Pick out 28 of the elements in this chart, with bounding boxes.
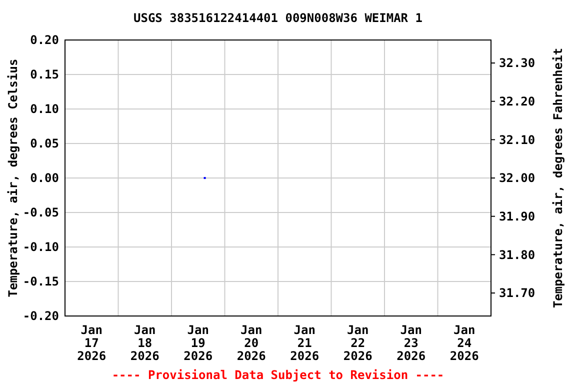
y-tick-label: -0.10 [22,240,59,254]
y2-tick-label: 32.30 [499,56,536,70]
y-tick-label: -0.15 [22,274,59,289]
x-tick-label: Jan 21 2026 [290,323,320,363]
x-tick-label: Jan 23 2026 [396,323,426,363]
y-tick-label: -0.05 [22,206,59,220]
x-tick-label: Jan 17 2026 [77,323,106,363]
x-tick-label: Jan 22 2026 [343,323,372,363]
y-tick-label: 0.20 [30,33,59,48]
y2-axis-title: Temperature, air, degrees Fahrenheit [551,48,565,308]
y2-tick-label: 32.00 [499,171,536,186]
y-tick-label: 0.05 [30,136,59,151]
y2-tick-label: 32.20 [499,94,536,109]
x-tick-label: Jan 19 2026 [184,323,213,363]
y-tick-label: -0.20 [22,309,59,324]
y2-tick-label: 31.80 [499,248,536,262]
x-tick-label: Jan 18 2026 [130,323,160,363]
y2-tick-label: 31.90 [499,210,536,224]
x-tick-label: Jan 24 2026 [450,323,479,363]
text: ---- Provisional Data Subject to Revision ---- [112,368,444,382]
y2-tick-label: 31.70 [499,286,536,300]
y-axis-title: Temperature, air, degrees Celsius [6,58,20,298]
x-tick-label: Jan 20 2026 [236,323,266,363]
chart-title: USGS 383516122414401 009N008W36 WEIMAR 1 [134,11,422,25]
y-tick-label: 0.15 [30,68,59,82]
y-tick-label: 0.00 [30,171,59,186]
y2-tick-label: 32.10 [499,132,536,147]
y-tick-label: 0.10 [30,102,59,116]
